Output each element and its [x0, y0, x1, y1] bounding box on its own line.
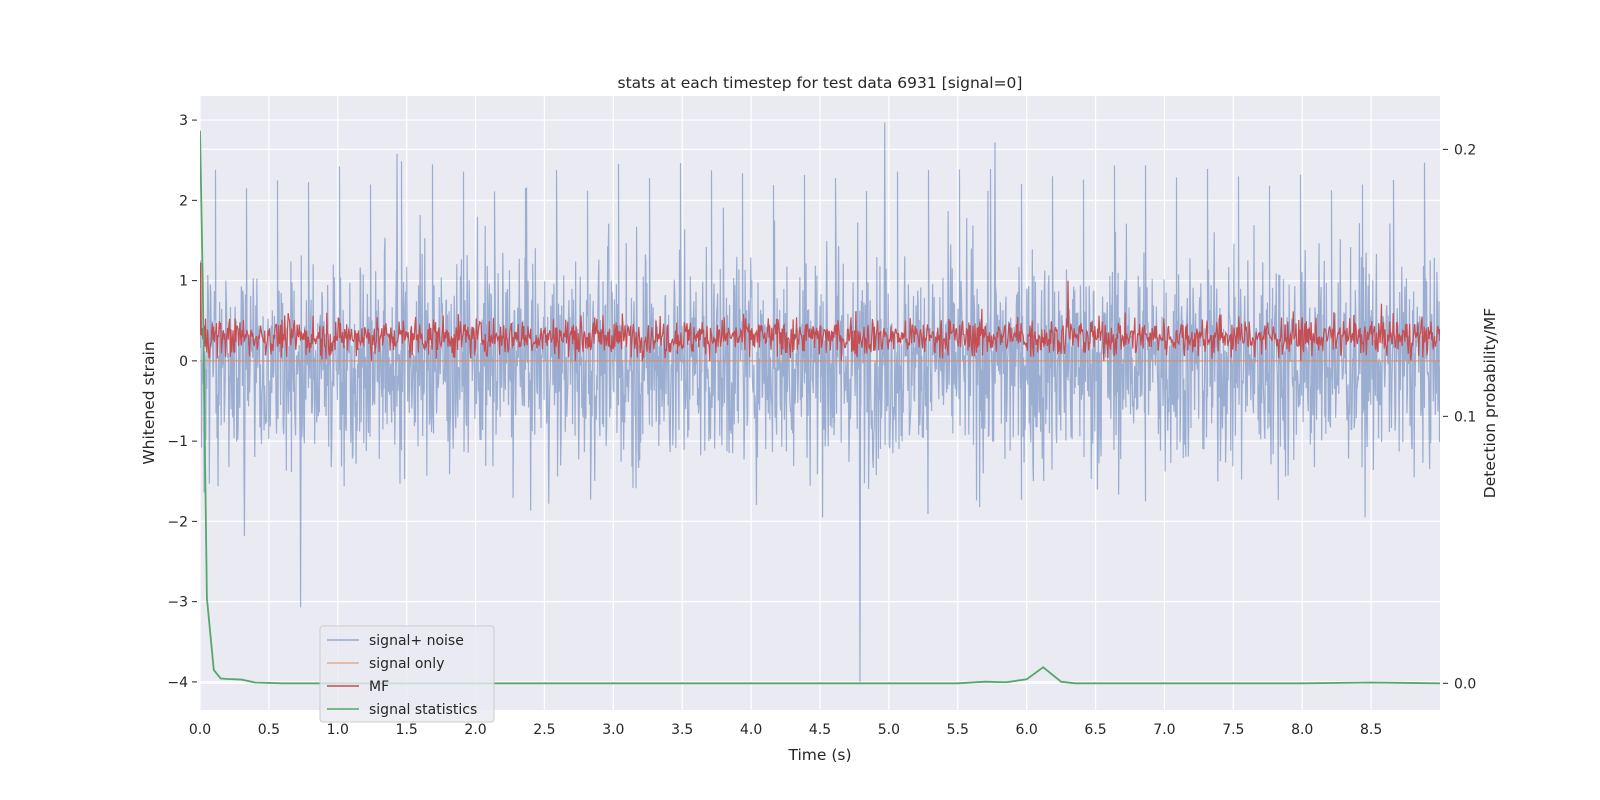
series-mf	[200, 262, 1440, 361]
series-signal-statistics	[200, 130, 1440, 685]
x-tick-label: 2.0	[464, 722, 486, 738]
y-tick-label: −2	[167, 514, 188, 530]
y-tick-label: 0	[179, 354, 188, 370]
y2-tick-label: 0.0	[1454, 676, 1476, 692]
y-tick-label: 3	[179, 113, 188, 129]
x-tick-label: 1.0	[327, 722, 349, 738]
series-signal-noise	[200, 122, 1440, 682]
x-tick-label: 7.0	[1153, 722, 1175, 738]
legend-box	[319, 625, 495, 723]
x-tick-label: 6.0	[1016, 722, 1038, 738]
x-tick-label: 4.5	[809, 722, 831, 738]
legend-label-signal-noise: signal+ noise	[369, 633, 464, 649]
x-tick-label: 5.5	[947, 722, 969, 738]
legend-label-mf: MF	[369, 679, 389, 695]
y-tick-label: −4	[167, 675, 188, 691]
x-tick-label: 0.0	[189, 722, 211, 738]
x-tick-label: 7.5	[1222, 722, 1244, 738]
y-tick-label: −1	[167, 434, 188, 450]
series-layer	[200, 122, 1440, 685]
y2-tick-label: 0.1	[1454, 409, 1476, 425]
x-tick-label: 3.0	[602, 722, 624, 738]
y-tick-label: 2	[179, 193, 188, 209]
x-tick-label: 5.0	[878, 722, 900, 738]
x-tick-label: 6.5	[1084, 722, 1106, 738]
x-tick-label: 2.5	[533, 722, 555, 738]
x-tick-label: 1.5	[396, 722, 418, 738]
x-tick-label: 4.0	[740, 722, 762, 738]
legend-label-signal-statistics: signal statistics	[369, 702, 477, 718]
x-tick-label: 0.5	[258, 722, 280, 738]
legend-label-signal-only: signal only	[369, 656, 444, 672]
x-tick-label: 3.5	[671, 722, 693, 738]
legend: signal+ noise signal only MF signal stat…	[319, 625, 495, 723]
x-tick-label: 8.0	[1291, 722, 1313, 738]
y-tick-label: −3	[167, 595, 188, 611]
y2-tick-label: 0.2	[1454, 142, 1476, 158]
tick-labels: 0.0 0.5 1.0 1.5 2.0 2.5 3.0 3.5 4.0 4.5 5.0 5.5 6.0 6…	[167, 113, 1476, 738]
chart-title: stats at each timestep for test data 693…	[618, 74, 1023, 92]
x-tick-label: 8.5	[1360, 722, 1382, 738]
y-axis-label: Whitened strain	[140, 341, 158, 464]
y2-axis-label: Detection probability/MF	[1481, 308, 1499, 499]
x-axis-label: Time (s)	[787, 746, 851, 764]
y-tick-label: 1	[179, 274, 188, 290]
